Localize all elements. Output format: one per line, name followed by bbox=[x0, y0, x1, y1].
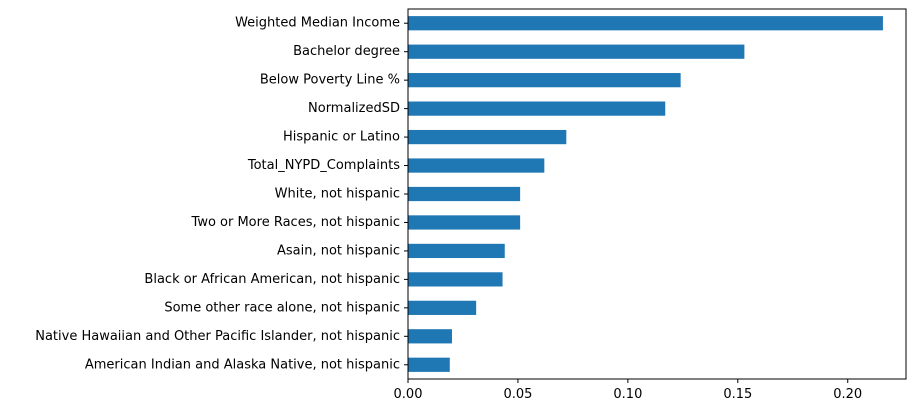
x-tick-label: 0.10 bbox=[613, 387, 642, 402]
y-tick-label: Asain, not hispanic bbox=[277, 243, 400, 258]
y-tick-label: Black or African American, not hispanic bbox=[144, 272, 400, 287]
y-tick-label: American Indian and Alaska Native, not h… bbox=[85, 357, 400, 372]
y-tick-label: Native Hawaiian and Other Pacific Island… bbox=[35, 329, 400, 344]
bar bbox=[408, 300, 477, 315]
bar bbox=[408, 158, 545, 173]
y-tick-label: Hispanic or Latino bbox=[283, 130, 400, 145]
y-tick-label: Two or More Races, not hispanic bbox=[191, 215, 400, 230]
bar bbox=[408, 272, 503, 287]
bar bbox=[408, 101, 666, 116]
bars-group bbox=[408, 16, 883, 372]
y-tick-labels-group: Weighted Median Income Bachelor degree Bel… bbox=[35, 16, 408, 372]
bar bbox=[408, 186, 521, 202]
y-tick-label: Total_NYPD_Complaints bbox=[247, 158, 400, 173]
x-tick-label: 0.00 bbox=[394, 387, 423, 402]
bar bbox=[408, 243, 505, 259]
plot-frame bbox=[407, 8, 907, 380]
bar bbox=[408, 357, 450, 372]
x-tick-label: 0.20 bbox=[833, 387, 862, 402]
x-tick-label: 0.05 bbox=[503, 387, 532, 402]
y-tick-label: Some other race alone, not hispanic bbox=[164, 300, 400, 315]
bar bbox=[408, 215, 521, 230]
bar bbox=[408, 16, 883, 31]
y-tick-label: Weighted Median Income bbox=[235, 16, 400, 31]
x-tick-label: 0.15 bbox=[723, 387, 752, 402]
y-tick-label: Below Poverty Line % bbox=[260, 73, 400, 88]
bar bbox=[408, 129, 567, 145]
x-ticks-group: 0.00 0.05 0.10 0.15 0.20 bbox=[394, 379, 862, 402]
y-tick-label: White, not hispanic bbox=[275, 187, 400, 202]
bar bbox=[408, 329, 452, 344]
y-tick-label: NormalizedSD bbox=[308, 101, 400, 116]
bar bbox=[408, 44, 745, 59]
bar bbox=[408, 73, 681, 88]
y-tick-label: Bachelor degree bbox=[293, 44, 400, 59]
